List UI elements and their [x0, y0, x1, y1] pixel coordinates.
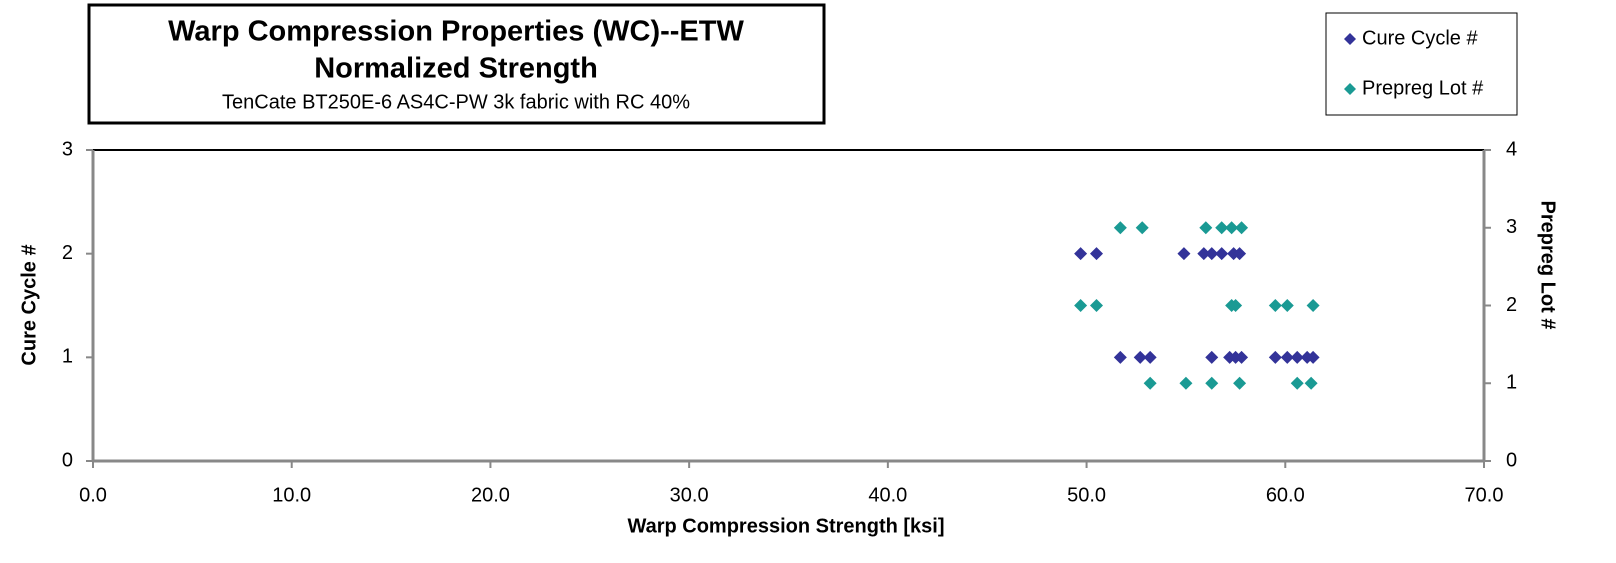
point	[1215, 247, 1229, 261]
point	[1235, 221, 1249, 235]
point	[1306, 350, 1320, 364]
point	[1143, 350, 1157, 364]
chart-note: TenCate BT250E-6 AS4C-PW 3k fabric with …	[222, 91, 690, 113]
y2-tick-label: 4	[1506, 138, 1517, 160]
y-tick-label: 0	[62, 449, 73, 471]
y2-tick-label: 3	[1506, 216, 1517, 238]
point	[1268, 299, 1282, 312]
x-tick-label: 50.0	[1067, 484, 1106, 506]
point	[1133, 350, 1147, 364]
x-tick-label: 70.0	[1465, 484, 1504, 506]
point	[1113, 350, 1127, 364]
point	[1205, 376, 1219, 390]
y2-tick-label: 0	[1506, 449, 1517, 471]
point	[1306, 299, 1320, 312]
y2-tick-label: 1	[1506, 372, 1517, 394]
point	[1199, 221, 1213, 235]
point	[1290, 350, 1304, 364]
x-tick-label: 10.0	[272, 484, 311, 506]
point	[1197, 247, 1211, 261]
y-axis-title: Cure Cycle #	[18, 244, 40, 365]
point	[1280, 350, 1294, 364]
point	[1235, 350, 1249, 364]
point	[1113, 221, 1127, 235]
point	[1135, 221, 1149, 235]
chart-subtitle: Normalized Strength	[314, 53, 598, 85]
x-tick-label: 40.0	[868, 484, 907, 506]
point	[1090, 247, 1104, 261]
point	[1225, 221, 1239, 235]
x-tick-label: 60.0	[1266, 484, 1305, 506]
point	[1215, 221, 1229, 235]
point	[1074, 247, 1088, 261]
point	[1290, 376, 1304, 390]
legend-marker	[1344, 33, 1356, 45]
y2-axis-title: Prepreg Lot #	[1537, 201, 1559, 330]
point	[1233, 376, 1247, 390]
point	[1090, 299, 1104, 312]
point	[1280, 299, 1294, 312]
legend-marker	[1344, 83, 1356, 95]
y2-tick-label: 2	[1506, 294, 1517, 316]
y-tick-label: 1	[62, 346, 73, 368]
point	[1233, 247, 1247, 261]
point	[1074, 299, 1088, 312]
point	[1179, 376, 1193, 390]
point	[1143, 376, 1157, 390]
x-tick-label: 20.0	[471, 484, 510, 506]
title-box	[87, 3, 826, 125]
legend-box	[1325, 12, 1518, 116]
x-tick-label: 0.0	[79, 484, 107, 506]
y-tick-label: 2	[62, 242, 73, 264]
point	[1304, 376, 1318, 390]
chart-title: Warp Compression Properties (WC)--ETW	[168, 16, 744, 48]
point	[1205, 350, 1219, 364]
point	[1229, 299, 1243, 312]
x-tick-label: 30.0	[670, 484, 709, 506]
x-axis-title: Warp Compression Strength [ksi]	[627, 515, 944, 537]
y-tick-label: 3	[62, 138, 73, 160]
point	[1268, 350, 1282, 364]
legend-label: Cure Cycle #	[1362, 27, 1478, 49]
point	[1177, 247, 1191, 261]
point	[1205, 247, 1219, 261]
legend-label: Prepreg Lot #	[1362, 77, 1484, 99]
